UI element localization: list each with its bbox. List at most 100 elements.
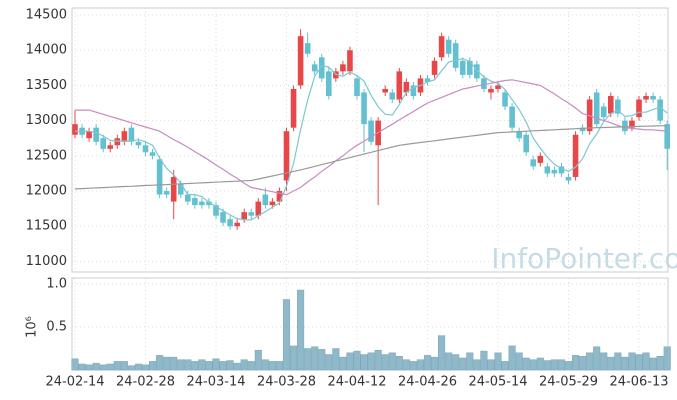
volume-bar [141, 364, 150, 371]
candle-body [565, 176, 572, 181]
x-tick-label: 24-03-14 [186, 375, 245, 390]
candle-body [452, 43, 459, 68]
volume-bar [254, 349, 262, 371]
volume-bar [621, 356, 629, 371]
volume-bar [423, 355, 432, 371]
candle-body [107, 145, 114, 149]
candle-body [495, 85, 501, 89]
volume-bar [494, 352, 502, 371]
candle-body [234, 222, 240, 227]
candle-body [227, 219, 233, 227]
candle-body [410, 85, 417, 96]
x-tick-label: 24-06-13 [609, 375, 668, 390]
x-tick-label: 24-02-14 [45, 375, 104, 390]
volume-bar [149, 361, 157, 371]
moving-average-line [75, 79, 668, 196]
candle-body [467, 60, 473, 75]
candle-body [354, 78, 360, 96]
volume-bar [466, 352, 474, 371]
volume-bar [163, 356, 171, 371]
candle-body [424, 78, 431, 82]
volume-bar [536, 357, 544, 371]
volume-bar [600, 352, 608, 371]
candle-body [156, 159, 163, 195]
volume-bar [198, 359, 206, 371]
volume-bar [275, 361, 283, 371]
candle-body [445, 39, 452, 54]
candle-body [269, 201, 276, 206]
candle-body [657, 99, 663, 121]
candle-body [135, 141, 142, 146]
volume-bar [304, 348, 312, 371]
candle-body [248, 212, 255, 216]
candle-body [142, 145, 149, 153]
candle-body [241, 212, 247, 220]
volume-bar [515, 352, 523, 371]
volume-bar [438, 335, 446, 371]
volume-bar [346, 352, 354, 371]
candle-body [650, 96, 656, 100]
volume-bar [170, 356, 178, 371]
volume-bar [501, 361, 509, 371]
candle-body [396, 71, 403, 100]
candle-body [608, 96, 614, 114]
volume-bar [127, 365, 135, 371]
x-tick-label: 24-05-29 [539, 375, 598, 390]
volume-bar [78, 363, 86, 371]
volume-bar [557, 359, 566, 371]
y-tick-label: 0.5 [46, 320, 67, 335]
volume-bar [311, 346, 319, 371]
volume-bar [409, 361, 417, 371]
volume-bar [318, 349, 326, 371]
x-tick-label: 24-04-26 [398, 375, 457, 390]
candle-body [523, 134, 529, 153]
candle-body [199, 201, 205, 206]
candle-body [290, 88, 297, 128]
volume-bar [487, 359, 495, 371]
watermark: InfoPointer.com [491, 242, 677, 275]
volume-bar [177, 359, 185, 371]
candle-body [502, 92, 508, 107]
y-tick-label: 12500 [26, 148, 67, 163]
candle-body [206, 201, 212, 206]
y-tick-label: 14000 [26, 43, 67, 58]
candle-body [213, 205, 219, 216]
volume-bar [586, 352, 594, 371]
volume-bar [656, 355, 664, 371]
y-tick-label: 13000 [26, 113, 67, 128]
volume-bar [395, 355, 403, 371]
candle-body [537, 155, 544, 163]
volume-bar [381, 354, 389, 371]
candle-body [664, 124, 670, 149]
candle-body [530, 159, 537, 167]
volume-bar [113, 361, 121, 371]
volume-bar [184, 359, 192, 371]
candle-body [600, 106, 607, 118]
volume-bar [614, 352, 622, 371]
volume-bar [543, 360, 551, 371]
volume-bar [339, 356, 347, 371]
candle-body [488, 88, 494, 93]
candle-body [340, 64, 346, 72]
candle-body [170, 176, 177, 202]
x-tick-label: 24-05-14 [468, 375, 527, 390]
volume-bar [261, 359, 269, 371]
moving-average-line [74, 125, 668, 190]
volume-bar [374, 349, 382, 371]
candle-body [509, 106, 515, 128]
y-tick-label: 1.0 [46, 277, 67, 292]
volume-bar [529, 359, 537, 371]
candle-body [333, 71, 339, 79]
volume-bar [268, 361, 276, 371]
x-tick-label: 24-04-12 [327, 375, 386, 390]
candle-body [318, 57, 325, 79]
candle-body [593, 92, 600, 125]
volume-bar [240, 359, 248, 371]
volume-bar [212, 358, 220, 371]
y-tick-label: 11500 [26, 219, 67, 234]
volume-bar [297, 289, 305, 371]
volume-bar [388, 352, 396, 371]
volume-bar [219, 361, 227, 371]
volume-bar [663, 346, 671, 371]
volume-bar [332, 348, 340, 371]
